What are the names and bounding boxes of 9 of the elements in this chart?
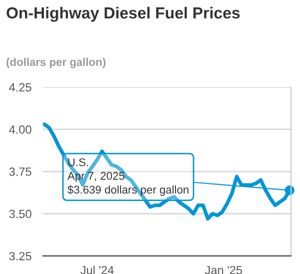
chart-title: On-Highway Diesel Fuel Prices (6, 6, 240, 22)
y-tick-label: 3.75 (9, 168, 32, 176)
chart-subtitle: (dollars per gallon) (6, 58, 106, 68)
y-tick-label: 4.25 (9, 83, 32, 92)
y-tick-label: 3.25 (9, 252, 32, 260)
x-tick-label: Jan '25 (204, 266, 242, 274)
x-tick-label: Jul '24 (80, 266, 114, 274)
y-tick-label: 4.00 (9, 125, 32, 134)
y-tick-label: 3.50 (9, 210, 32, 218)
